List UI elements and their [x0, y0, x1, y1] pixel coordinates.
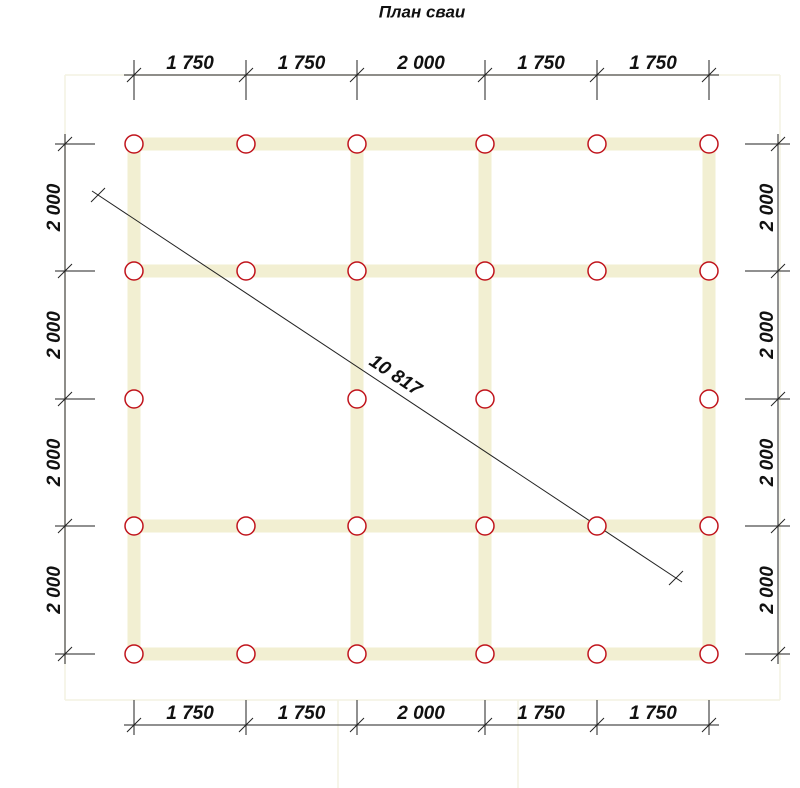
- dimension-label: 2 000: [44, 311, 65, 360]
- title: План сваи: [379, 2, 466, 21]
- tick: [477, 67, 493, 83]
- tick: [589, 67, 605, 83]
- dimension-label: 2 000: [44, 438, 65, 487]
- tick: [57, 646, 73, 662]
- pile: [475, 261, 495, 281]
- pile: [475, 516, 495, 536]
- pile: [124, 516, 144, 536]
- dimension-label: 2 000: [757, 183, 778, 232]
- tick: [701, 67, 717, 83]
- pile: [347, 644, 367, 664]
- pile: [587, 644, 607, 664]
- pile: [475, 644, 495, 664]
- pile: [124, 261, 144, 281]
- tick: [126, 717, 142, 733]
- tick: [668, 570, 684, 586]
- pile: [699, 389, 719, 409]
- dimension-label: 2 000: [396, 703, 445, 724]
- diagonal-label: 10 817: [365, 351, 426, 401]
- tick: [126, 67, 142, 83]
- pile: [587, 134, 607, 154]
- dimension-label: 1 750: [166, 703, 214, 724]
- tick: [770, 263, 786, 279]
- tick: [238, 717, 254, 733]
- tick: [57, 518, 73, 534]
- tick: [770, 136, 786, 152]
- pile: [587, 516, 607, 536]
- pile: [699, 134, 719, 154]
- dimension-label: 1 750: [278, 53, 326, 74]
- tick: [349, 717, 365, 733]
- dimension-label: 2 000: [44, 183, 65, 232]
- tick: [770, 518, 786, 534]
- pile: [699, 261, 719, 281]
- pile: [236, 644, 256, 664]
- piles: [124, 134, 719, 664]
- beams: [127, 137, 716, 661]
- pile: [124, 389, 144, 409]
- pile: [475, 389, 495, 409]
- diagonal-line: [91, 190, 683, 583]
- tick: [589, 717, 605, 733]
- pile: [347, 516, 367, 536]
- dimension-label: 1 750: [278, 703, 326, 724]
- dimension-label: 1 750: [517, 703, 565, 724]
- pile: [347, 389, 367, 409]
- tick: [57, 391, 73, 407]
- pile: [699, 644, 719, 664]
- pile: [236, 134, 256, 154]
- pile: [236, 261, 256, 281]
- dimension-label: 2 000: [757, 438, 778, 487]
- tick: [770, 646, 786, 662]
- pile: [475, 134, 495, 154]
- tick: [477, 717, 493, 733]
- tick: [701, 717, 717, 733]
- dimension-label: 1 750: [629, 53, 677, 74]
- frame: [64, 74, 781, 788]
- dimension-label: 2 000: [44, 566, 65, 615]
- tick: [770, 391, 786, 407]
- dimension-label: 2 000: [757, 311, 778, 360]
- pile: [347, 261, 367, 281]
- pile: [124, 134, 144, 154]
- pile: [236, 516, 256, 536]
- tick: [349, 67, 365, 83]
- pile: [699, 516, 719, 536]
- tick: [57, 263, 73, 279]
- pile: [587, 261, 607, 281]
- dimension-label: 2 000: [757, 566, 778, 615]
- dimension-label: 2 000: [396, 53, 445, 74]
- dimensions: 1 750 1 750 2 000 1 750 1 750 1 750 1 750 2 000…: [44, 53, 790, 735]
- pile: [124, 644, 144, 664]
- tick: [238, 67, 254, 83]
- tick: [57, 136, 73, 152]
- pile: [347, 134, 367, 154]
- dimension-label: 1 750: [517, 53, 565, 74]
- tick: [90, 187, 106, 203]
- dimension-label: 1 750: [629, 703, 677, 724]
- dimension-label: 1 750: [166, 53, 214, 74]
